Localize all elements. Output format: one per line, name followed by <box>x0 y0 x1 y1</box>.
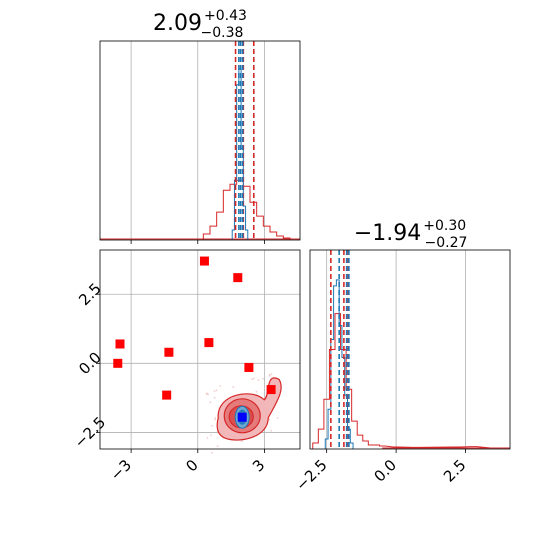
tick-marks <box>96 293 265 453</box>
density-contours <box>216 377 282 441</box>
joint-panel: −3 0 3 −2.50.02.5 <box>71 249 301 484</box>
x-tick-label: 0 <box>182 456 201 475</box>
sample-point <box>251 378 253 381</box>
red-histogram <box>312 313 497 449</box>
quantile-lines <box>330 250 350 449</box>
red-square-marker <box>266 385 276 395</box>
grid-lines <box>130 41 265 240</box>
quantile-lines <box>234 41 255 240</box>
sample-point <box>276 417 279 419</box>
sample-point <box>213 390 216 393</box>
red-square-marker <box>244 362 254 372</box>
sample-point <box>216 445 219 447</box>
histograms <box>312 279 510 449</box>
sample-point <box>253 377 255 380</box>
title-plus-error: +0.43 <box>204 8 247 24</box>
red-square-marker <box>199 256 209 266</box>
sample-point <box>207 393 210 396</box>
sample-point <box>206 436 209 439</box>
sample-point <box>215 389 218 392</box>
x-tick-label: 0.0 <box>371 456 401 486</box>
sample-point <box>255 390 258 393</box>
x-tick-label: −2.5 <box>292 456 330 494</box>
sample-point <box>270 429 273 432</box>
sample-point <box>211 451 213 454</box>
red-square-marker <box>115 339 125 349</box>
panel-frame <box>99 40 301 241</box>
sample-point <box>211 424 214 427</box>
sample-point <box>209 401 212 404</box>
red-square-marker <box>233 273 243 283</box>
sample-point <box>270 373 273 376</box>
panel-frame <box>99 249 301 450</box>
red-square-marker <box>113 358 123 368</box>
blue-square-marker <box>237 412 247 422</box>
y-tick-labels: −2.50.02.5 <box>71 279 109 451</box>
panel-frame <box>309 249 511 450</box>
panel-title-param-1: 2.09 +0.43 −0.38 <box>153 8 247 41</box>
panel-title-param-2: −1.94 +0.30 −0.27 <box>354 218 468 251</box>
title-median: 2.09 <box>153 11 202 36</box>
sample-point <box>241 440 243 443</box>
sample-point <box>268 373 271 376</box>
x-tick-label: 3 <box>249 456 268 475</box>
x-tick-label: −3 <box>107 456 135 484</box>
red-square-marker <box>162 390 172 400</box>
sample-point <box>214 418 216 421</box>
histograms <box>100 68 300 240</box>
sample-point <box>209 434 212 436</box>
sample-point <box>214 416 217 419</box>
title-plus-error: +0.30 <box>423 218 466 234</box>
tick-marks <box>130 240 265 244</box>
title-median: −1.94 <box>354 221 421 246</box>
red-histogram <box>202 179 291 240</box>
x-tick-labels: −2.5 0.0 2.5 <box>292 456 469 494</box>
x-tick-labels: −3 0 3 <box>107 456 269 484</box>
marginal-panel-param-2: −2.5 0.0 2.5 −1.94 +0.30 −0.27 <box>292 218 511 494</box>
grid-lines <box>326 250 466 449</box>
title-minus-error: −0.27 <box>425 235 468 251</box>
x-tick-label: 2.5 <box>440 456 470 486</box>
sample-point <box>232 386 235 388</box>
sample-point <box>262 377 265 380</box>
marginal-panel-param-1: 2.09 +0.43 −0.38 <box>99 8 301 244</box>
sample-point <box>219 385 221 388</box>
markers <box>113 256 276 422</box>
sample-point <box>268 418 271 421</box>
sample-point <box>257 379 260 382</box>
red-square-marker <box>204 338 214 348</box>
tick-marks <box>326 449 466 453</box>
red-square-marker <box>164 347 174 357</box>
title-minus-error: −0.38 <box>201 25 244 41</box>
sample-point <box>213 396 216 399</box>
